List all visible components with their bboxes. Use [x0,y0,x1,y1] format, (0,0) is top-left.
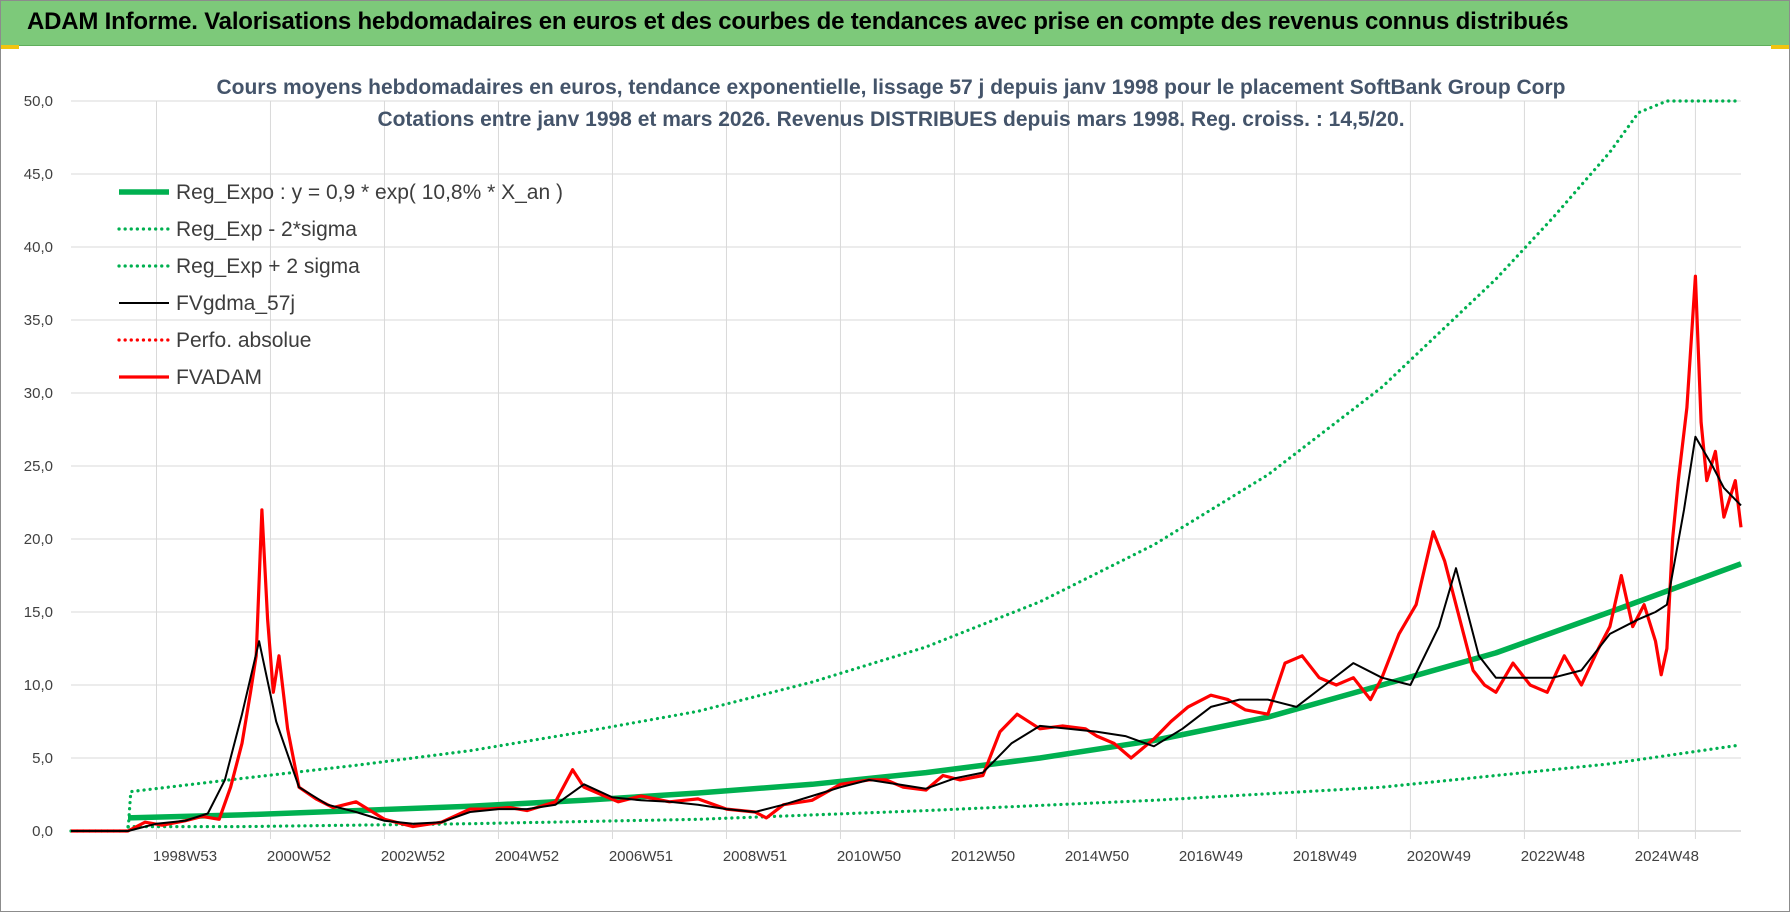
x-tick-label: 2018W49 [1293,848,1357,865]
x-tick-label: 2010W50 [837,848,901,865]
x-tick-label: 2016W49 [1179,848,1243,865]
legend-label: FVADAM [176,366,262,389]
x-tick-label: 2022W48 [1521,848,1585,865]
y-tick-label: 45,0 [24,166,53,183]
legend-label: Reg_Exp - 2*sigma [176,218,357,241]
x-tick-label: 2002W52 [381,848,445,865]
x-tick-label: 2008W51 [723,848,787,865]
y-tick-label: 15,0 [24,604,53,621]
x-tick-label: 2020W49 [1407,848,1471,865]
series-line-1 [126,743,1743,829]
corner-accent-left [1,45,19,49]
y-tick-label: 10,0 [24,677,53,694]
y-tick-label: 0,0 [32,823,53,840]
legend-label: FVgdma_57j [176,292,295,315]
y-tick-label: 30,0 [24,385,53,402]
x-tick-label: 2006W51 [609,848,673,865]
report-banner: ADAM Informe. Valorisations hebdomadaire… [1,1,1789,46]
chart-title: Cours moyens hebdomadaires en euros, ten… [216,76,1565,99]
x-tick-label: 2004W52 [495,848,559,865]
legend-label: Reg_Exp + 2 sigma [176,255,360,278]
legend-label: Perfo. absolue [176,329,311,352]
chart-legend: Reg_Expo : y = 0,9 * exp( 10,8% * X_an )… [117,181,563,389]
series-layer [69,99,1743,833]
series-line-0 [127,561,1742,821]
x-tick-label: 1998W53 [153,848,217,865]
report-title: ADAM Informe. Valorisations hebdomadaire… [27,8,1569,35]
y-tick-label: 50,0 [24,93,53,110]
legend-label: Reg_Expo : y = 0,9 * exp( 10,8% * X_an ) [176,181,563,204]
series-line-3 [71,435,1742,832]
x-tick-label: 2000W52 [267,848,331,865]
chart-subtitle: Cotations entre janv 1998 et mars 2026. … [377,108,1404,131]
y-tick-label: 20,0 [24,531,53,548]
y-tick-label: 5,0 [32,750,53,767]
series-line-5 [71,274,1743,833]
y-tick-label: 40,0 [24,239,53,256]
x-tick-label: 2024W48 [1635,848,1699,865]
y-tick-label: 25,0 [24,458,53,475]
x-tick-label: 2012W50 [951,848,1015,865]
y-tick-label: 35,0 [24,312,53,329]
axis-layer: 0,0 5,0 10,0 15,0 20,0 25,0 30,0 35,0 40,0 45,0 50… [24,93,1699,865]
corner-accent-right [1771,45,1789,49]
x-tick-label: 2014W50 [1065,848,1129,865]
grid-layer [71,100,1741,839]
